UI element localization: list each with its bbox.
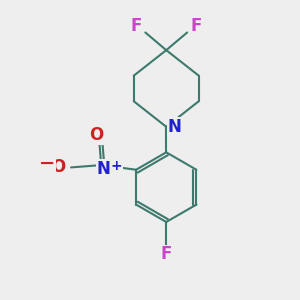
Text: O: O xyxy=(89,126,104,144)
Text: F: F xyxy=(191,16,202,34)
Text: F: F xyxy=(160,245,172,263)
Text: O: O xyxy=(51,158,65,176)
Text: F: F xyxy=(130,16,142,34)
Text: −: − xyxy=(39,154,55,173)
Text: N: N xyxy=(168,118,182,136)
Text: N: N xyxy=(97,160,110,178)
Text: +: + xyxy=(110,159,122,172)
